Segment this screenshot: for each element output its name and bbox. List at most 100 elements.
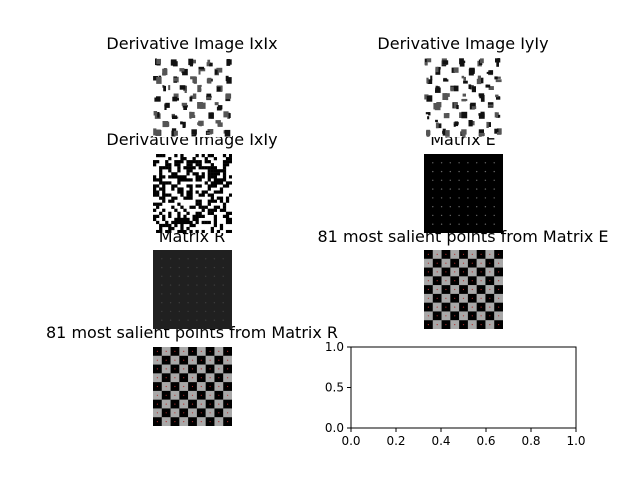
salient-point <box>156 350 158 352</box>
grid-dot <box>222 310 224 313</box>
image-pixel <box>186 169 190 173</box>
ixix-image <box>153 58 232 137</box>
image-pixel <box>162 199 166 203</box>
title-ixix: Derivative Image IxIx <box>106 34 278 53</box>
image-blob <box>225 93 231 100</box>
salient-point <box>227 377 229 379</box>
salient-point <box>174 377 176 379</box>
image-blob <box>496 60 499 67</box>
salient-point <box>498 324 500 326</box>
image-pixel <box>186 220 190 225</box>
image-blob <box>496 96 501 100</box>
image-blob <box>157 112 160 118</box>
grid-dot <box>458 214 460 217</box>
image-pixel <box>201 193 205 197</box>
image-pixel <box>180 220 184 225</box>
salient-point <box>183 394 185 396</box>
grid-dot <box>213 319 216 321</box>
image-pixel <box>225 184 230 188</box>
image-blob <box>179 68 185 72</box>
image-pixel <box>177 211 181 215</box>
image-pixel <box>186 166 190 170</box>
image-pixel <box>210 226 214 231</box>
grid-dot <box>178 302 180 304</box>
image-blob <box>443 113 450 119</box>
salient-point <box>183 421 185 423</box>
image-pixel <box>207 175 211 179</box>
image-pixel <box>171 184 175 188</box>
image-blob <box>480 95 485 102</box>
image-pixel <box>177 202 181 206</box>
image-blob <box>496 112 499 118</box>
salient-point <box>462 271 465 273</box>
image-pixel <box>189 223 193 228</box>
salient-point <box>498 306 500 308</box>
image-pixel <box>186 160 190 164</box>
image-pixel <box>159 154 163 158</box>
image-pixel <box>159 187 163 191</box>
salient-point <box>427 271 429 273</box>
image-pixel <box>165 193 169 197</box>
image-pixel <box>180 190 184 194</box>
grid-dot <box>449 197 451 199</box>
image-pixel <box>207 154 211 158</box>
image-blob <box>442 93 448 100</box>
image-pixel <box>198 175 202 179</box>
image-pixel <box>174 154 178 158</box>
image-blob <box>198 66 205 70</box>
image-pixel <box>153 178 157 182</box>
image-pixel <box>162 217 166 222</box>
image-pixel <box>195 175 199 179</box>
image-blob <box>494 76 498 80</box>
salient-point <box>227 385 229 388</box>
image-pixel <box>219 208 224 212</box>
salient-point <box>489 297 491 299</box>
image-blob <box>155 58 157 66</box>
image-pixel <box>162 184 166 188</box>
grid-dot <box>493 223 495 225</box>
image-pixel <box>153 202 157 206</box>
image-pixel <box>222 163 227 167</box>
image-pixel <box>219 196 224 200</box>
image-pixel <box>198 202 202 206</box>
image-pixel <box>219 223 224 228</box>
image-blob <box>478 113 484 116</box>
salient-point <box>165 412 167 414</box>
image-blob <box>480 58 484 64</box>
salient-point <box>209 394 211 396</box>
image-pixel <box>189 220 193 225</box>
image-pixel <box>159 229 163 233</box>
image-pixel <box>225 217 230 222</box>
image-blob <box>224 129 231 137</box>
image-pixel <box>186 190 190 194</box>
image-blob <box>469 85 474 90</box>
image-blob <box>445 130 450 137</box>
grid-dot <box>484 162 487 164</box>
image-blob <box>442 60 449 65</box>
image-blob <box>461 129 467 135</box>
salient-point <box>427 280 429 282</box>
image-pixel <box>180 160 184 164</box>
image-blob <box>155 129 161 136</box>
salient-point <box>227 421 229 423</box>
image-pixel <box>162 208 166 212</box>
image-pixel <box>168 163 172 167</box>
salient-point <box>498 288 500 291</box>
salient-point <box>191 403 194 405</box>
image-pixel <box>186 211 190 215</box>
image-blob <box>200 68 206 72</box>
salient-point <box>454 253 456 255</box>
salient-point <box>454 288 456 291</box>
grid-dot <box>449 162 451 164</box>
grid-dot <box>449 206 451 208</box>
image-pixel <box>192 217 196 222</box>
image-pixel <box>213 199 218 203</box>
image-pixel <box>228 217 232 222</box>
image-pixel <box>180 157 184 161</box>
image-pixel <box>156 205 160 209</box>
salient-point <box>174 385 176 388</box>
image-pixel <box>153 187 157 191</box>
image-pixel <box>225 196 230 200</box>
image-blob <box>184 89 187 93</box>
